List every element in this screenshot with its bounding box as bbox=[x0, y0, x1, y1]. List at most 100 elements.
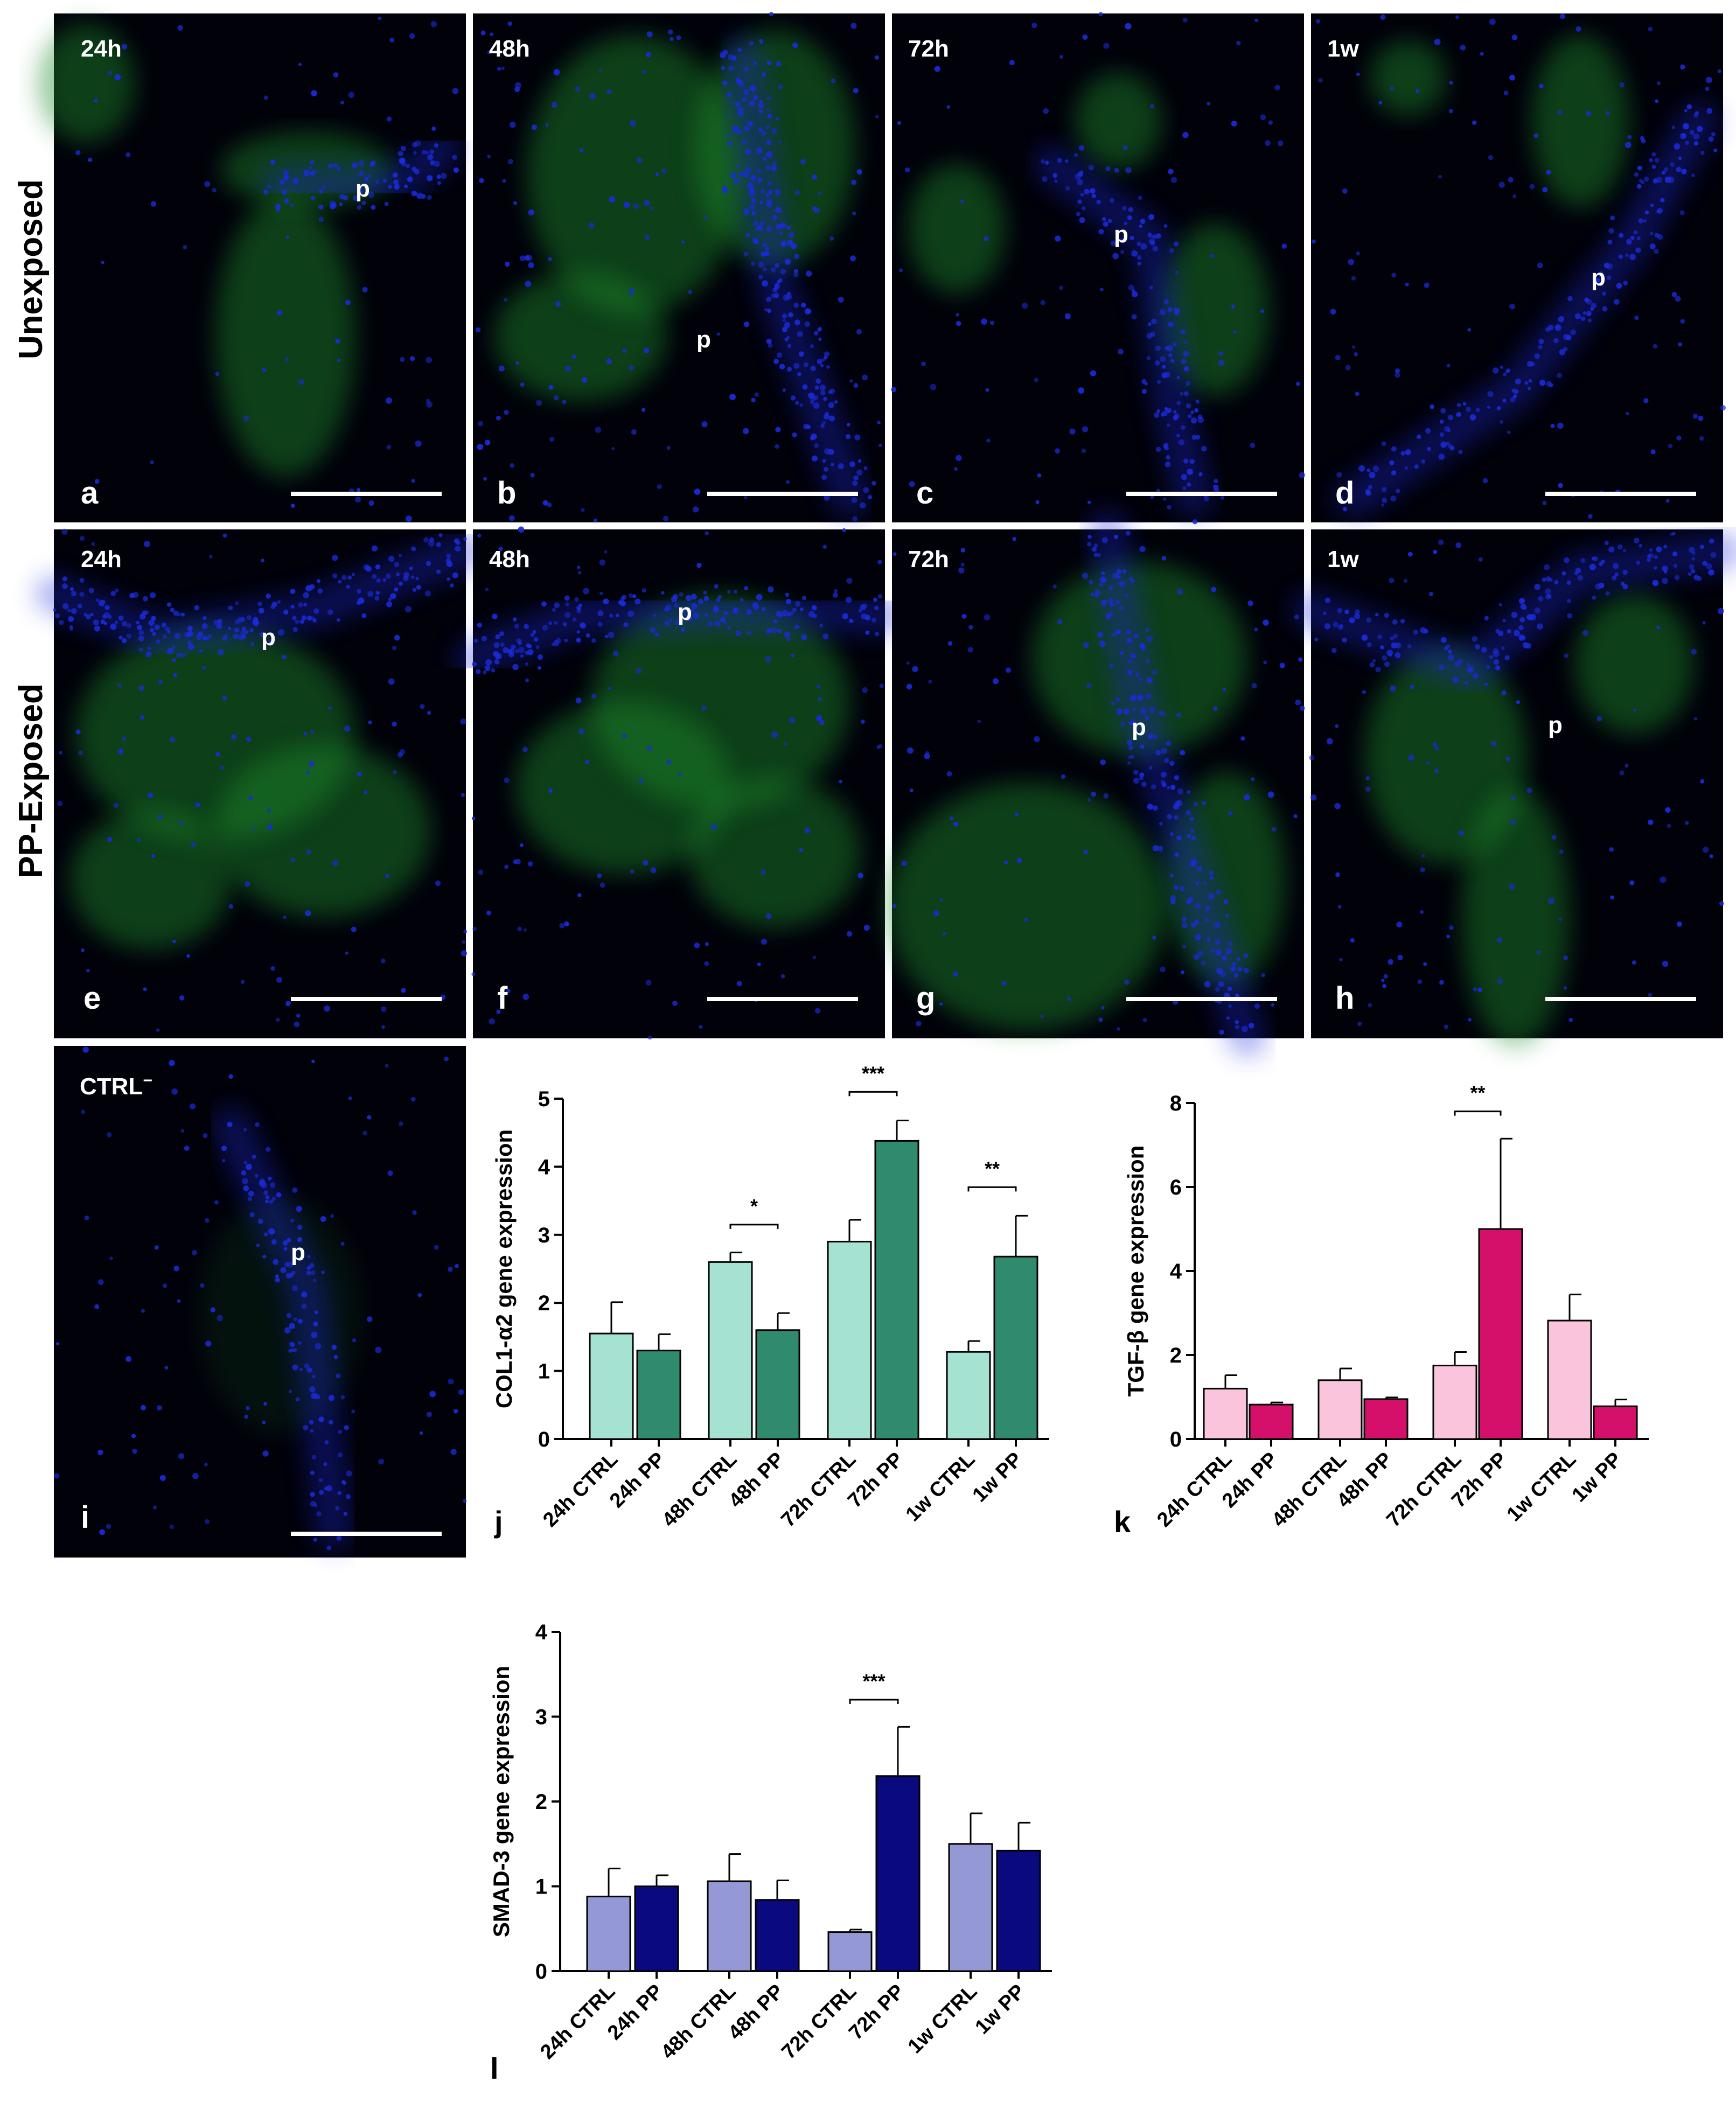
nucleus-dot bbox=[1634, 172, 1639, 177]
nucleus-dot bbox=[1125, 23, 1132, 30]
nucleus-dot bbox=[515, 858, 521, 865]
nucleus-dot bbox=[1575, 26, 1581, 32]
nucleus-dot bbox=[765, 193, 770, 198]
nucleus-dot bbox=[454, 538, 459, 544]
nucleus-dot bbox=[151, 854, 156, 858]
nucleus-dot bbox=[1137, 694, 1143, 701]
panel-letter: d bbox=[1335, 476, 1354, 511]
nucleus-dot bbox=[267, 185, 271, 188]
nucleus-dot bbox=[338, 579, 342, 584]
nucleus-dot bbox=[405, 163, 410, 169]
nucleus-dot bbox=[1590, 307, 1594, 311]
nucleus-dot bbox=[1625, 254, 1629, 257]
nucleus-dot bbox=[1693, 133, 1700, 140]
nucleus-dot bbox=[284, 357, 289, 361]
nucleus-dot bbox=[1423, 628, 1428, 634]
nucleus-dot bbox=[1719, 901, 1724, 906]
nucleus-dot bbox=[1557, 422, 1564, 429]
nucleus-dot bbox=[100, 619, 106, 624]
nucleus-dot bbox=[94, 1304, 100, 1309]
nucleus-dot bbox=[295, 1397, 300, 1402]
nucleus-dot bbox=[1138, 195, 1142, 200]
nucleus-dot bbox=[1105, 166, 1111, 171]
nucleus-dot bbox=[371, 545, 378, 551]
nucleus-dot bbox=[1605, 111, 1610, 116]
nucleus-dot bbox=[290, 504, 295, 508]
nucleus-dot bbox=[491, 668, 496, 673]
nucleus-dot bbox=[318, 1478, 323, 1483]
nucleus-dot bbox=[759, 39, 764, 44]
nucleus-dot bbox=[103, 621, 108, 625]
nucleus-dot bbox=[403, 575, 409, 582]
nucleus-dot bbox=[1159, 309, 1166, 316]
nucleus-dot bbox=[1137, 255, 1142, 260]
nucleus-dot bbox=[859, 502, 866, 508]
nucleus-dot bbox=[778, 84, 783, 89]
nucleus-dot bbox=[187, 625, 193, 631]
nucleus-dot bbox=[1139, 678, 1142, 681]
nucleus-dot bbox=[629, 292, 632, 296]
collagen-region bbox=[516, 702, 731, 874]
nucleus-dot bbox=[1228, 1004, 1232, 1008]
nucleus-dot bbox=[727, 92, 732, 97]
nucleus-dot bbox=[1089, 579, 1093, 585]
nucleus-dot bbox=[1695, 111, 1699, 115]
nucleus-dot bbox=[1660, 876, 1667, 883]
nucleus-dot bbox=[118, 636, 123, 640]
nucleus-dot bbox=[906, 683, 912, 690]
nucleus-dot bbox=[1430, 404, 1434, 409]
nucleus-dot bbox=[1101, 571, 1105, 576]
nucleus-dot bbox=[99, 1529, 105, 1535]
nucleus-dot bbox=[1417, 979, 1423, 984]
nucleus-dot bbox=[1551, 834, 1557, 840]
nucleus-dot bbox=[1536, 950, 1541, 955]
nucleus-dot bbox=[398, 151, 403, 156]
nucleus-dot bbox=[336, 166, 341, 171]
nucleus-dot bbox=[310, 1470, 315, 1475]
nucleus-dot bbox=[199, 650, 203, 653]
nucleus-dot bbox=[95, 598, 100, 602]
nucleus-dot bbox=[317, 588, 323, 594]
nucleus-dot bbox=[1243, 953, 1248, 958]
bar bbox=[827, 1240, 872, 1440]
nucleus-dot bbox=[1587, 318, 1592, 323]
nucleus-dot bbox=[1526, 787, 1532, 793]
nucleus-dot bbox=[471, 816, 476, 820]
collagen-region bbox=[494, 272, 667, 401]
nucleus-dot bbox=[799, 607, 804, 611]
nucleus-dot bbox=[214, 1200, 219, 1205]
nucleus-dot bbox=[1702, 561, 1707, 566]
nucleus-dot bbox=[394, 562, 400, 568]
nucleus-dot bbox=[67, 609, 71, 612]
nucleus-dot bbox=[333, 1354, 338, 1359]
nucleus-dot bbox=[629, 120, 636, 127]
nucleus-dot bbox=[295, 619, 299, 624]
scale-bar bbox=[707, 997, 858, 1001]
nucleus-dot bbox=[1161, 713, 1166, 717]
nucleus-dot bbox=[98, 599, 105, 606]
nucleus-dot bbox=[203, 636, 208, 641]
nucleus-dot bbox=[553, 395, 559, 401]
nucleus-dot bbox=[1115, 697, 1120, 702]
nucleus-dot bbox=[799, 403, 803, 407]
bar bbox=[946, 1351, 991, 1440]
nucleus-dot bbox=[1182, 131, 1189, 138]
nucleus-dot bbox=[1391, 446, 1397, 452]
nucleus-dot bbox=[863, 925, 870, 931]
nucleus-dot bbox=[297, 1341, 302, 1345]
nucleus-dot bbox=[846, 423, 850, 427]
nucleus-dot bbox=[294, 1021, 300, 1028]
nucleus-dot bbox=[1705, 76, 1712, 83]
nucleus-dot bbox=[498, 546, 503, 551]
nucleus-dot bbox=[518, 526, 525, 533]
nucleus-dot bbox=[1174, 815, 1179, 820]
nucleus-dot bbox=[1197, 951, 1204, 957]
nucleus-dot bbox=[1546, 170, 1551, 175]
nucleus-dot bbox=[75, 150, 81, 156]
nucleus-dot bbox=[340, 101, 344, 104]
nucleus-dot bbox=[812, 955, 816, 959]
bar bbox=[996, 1849, 1041, 1972]
nucleus-dot bbox=[394, 587, 399, 592]
nucleus-dot bbox=[1403, 578, 1408, 583]
nucleus-dot bbox=[1635, 247, 1641, 253]
